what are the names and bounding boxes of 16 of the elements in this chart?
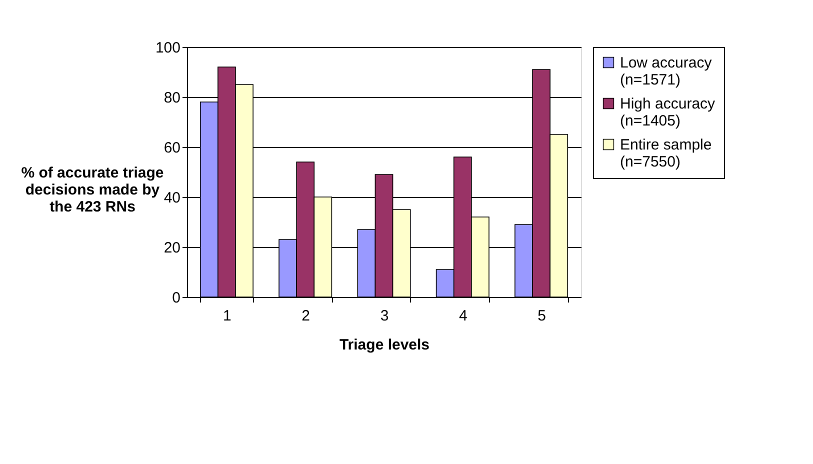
y-tick-label: 0 <box>172 290 180 306</box>
y-tick-label: 40 <box>164 190 180 206</box>
x-tick-label: 5 <box>538 308 546 324</box>
y-tick-label: 80 <box>164 90 180 106</box>
y-axis-title: % of accurate triage decisions made by the 423 RNs <box>21 164 164 216</box>
x-tick-label: 4 <box>458 308 468 324</box>
y-tick-label: 60 <box>164 140 180 156</box>
legend-label: High accuracy (n=1405) <box>620 96 716 130</box>
y-tick-label: 20 <box>164 240 180 256</box>
legend-label: Low accuracy (n=1571) <box>620 54 712 88</box>
x-axis-title: Triage levels <box>339 336 430 354</box>
x-tick-label: 2 <box>302 308 310 324</box>
y-tick-label: 100 <box>155 40 180 56</box>
x-tick-label: 1 <box>223 308 232 324</box>
legend-label: Entire sample (n=7550) <box>620 136 712 170</box>
x-tick-label: 3 <box>380 308 389 324</box>
